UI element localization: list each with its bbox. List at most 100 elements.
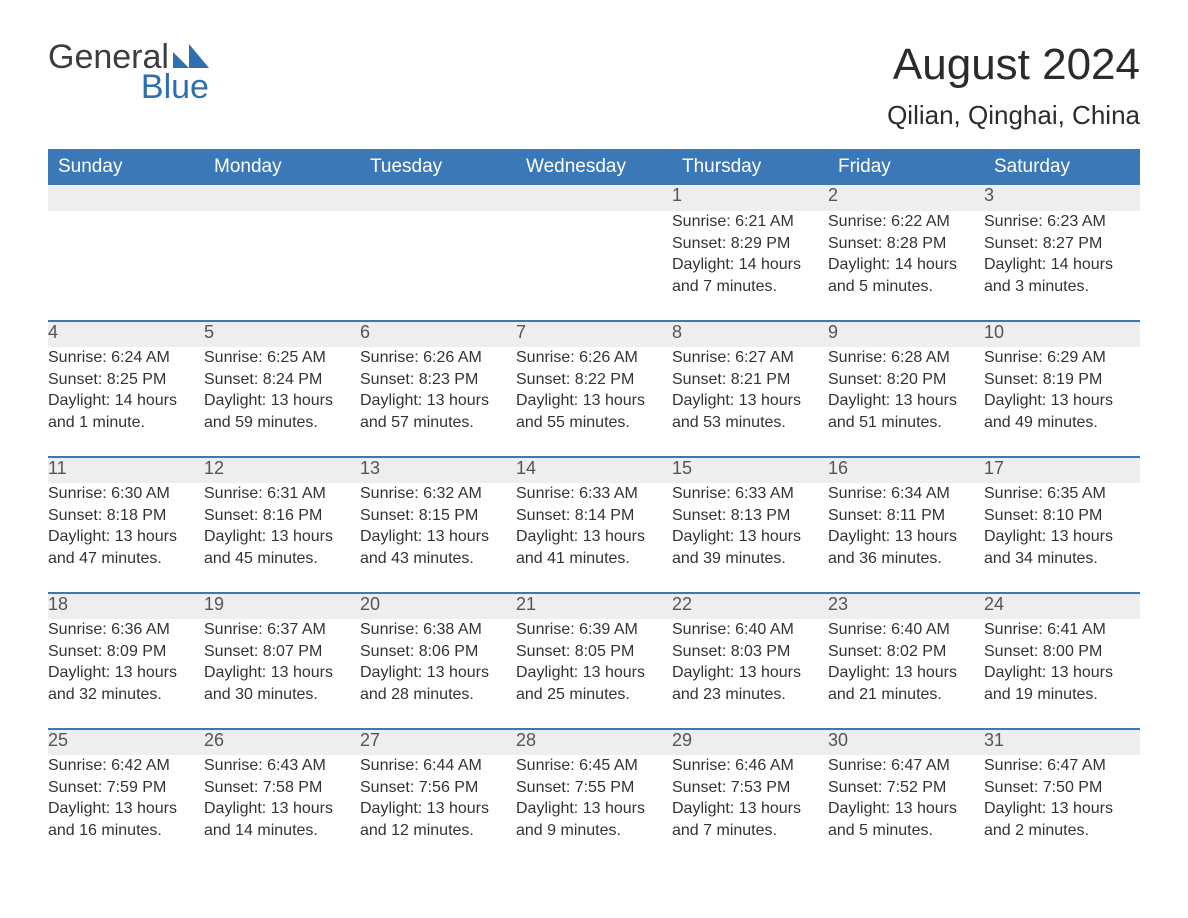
day-detail-cell: Sunrise: 6:22 AMSunset: 8:28 PMDaylight:… — [828, 211, 984, 321]
daylight-line: Daylight: 14 hours and 1 minute. — [48, 390, 204, 433]
day-detail-cell — [360, 211, 516, 321]
day-detail-cell: Sunrise: 6:33 AMSunset: 8:13 PMDaylight:… — [672, 483, 828, 593]
page-header: General Blue August 2024 Qilian, Qinghai… — [48, 40, 1140, 131]
day-detail-cell: Sunrise: 6:37 AMSunset: 8:07 PMDaylight:… — [204, 619, 360, 729]
day-number-cell: 19 — [204, 593, 360, 619]
day-detail-cell: Sunrise: 6:47 AMSunset: 7:52 PMDaylight:… — [828, 755, 984, 865]
sunrise-line: Sunrise: 6:36 AM — [48, 619, 204, 641]
sunset-line: Sunset: 7:52 PM — [828, 777, 984, 799]
daylight-line: Daylight: 13 hours and 23 minutes. — [672, 662, 828, 705]
daylight-line: Daylight: 13 hours and 34 minutes. — [984, 526, 1140, 569]
month-title: August 2024 — [887, 40, 1140, 90]
daylight-line: Daylight: 13 hours and 41 minutes. — [516, 526, 672, 569]
daylight-line: Daylight: 13 hours and 5 minutes. — [828, 798, 984, 841]
day-detail-cell: Sunrise: 6:39 AMSunset: 8:05 PMDaylight:… — [516, 619, 672, 729]
sunset-line: Sunset: 8:13 PM — [672, 505, 828, 527]
day-number-cell: 9 — [828, 321, 984, 347]
daylight-line: Daylight: 13 hours and 45 minutes. — [204, 526, 360, 569]
day-number-cell: 17 — [984, 457, 1140, 483]
sunset-line: Sunset: 8:09 PM — [48, 641, 204, 663]
sunset-line: Sunset: 7:55 PM — [516, 777, 672, 799]
day-detail-cell: Sunrise: 6:28 AMSunset: 8:20 PMDaylight:… — [828, 347, 984, 457]
day-detail-cell: Sunrise: 6:40 AMSunset: 8:03 PMDaylight:… — [672, 619, 828, 729]
daylight-line: Daylight: 14 hours and 7 minutes. — [672, 254, 828, 297]
day-detail-cell — [204, 211, 360, 321]
daylight-line: Daylight: 13 hours and 57 minutes. — [360, 390, 516, 433]
daylight-line: Daylight: 13 hours and 21 minutes. — [828, 662, 984, 705]
sunrise-line: Sunrise: 6:35 AM — [984, 483, 1140, 505]
sunrise-line: Sunrise: 6:40 AM — [828, 619, 984, 641]
day-number-cell: 3 — [984, 185, 1140, 211]
weekday-header: Saturday — [984, 149, 1140, 185]
day-number-cell: 21 — [516, 593, 672, 619]
weekday-header: Monday — [204, 149, 360, 185]
sunset-line: Sunset: 8:03 PM — [672, 641, 828, 663]
sunrise-line: Sunrise: 6:43 AM — [204, 755, 360, 777]
day-number-cell: 5 — [204, 321, 360, 347]
daylight-line: Daylight: 13 hours and 32 minutes. — [48, 662, 204, 705]
day-detail-cell: Sunrise: 6:30 AMSunset: 8:18 PMDaylight:… — [48, 483, 204, 593]
sunrise-line: Sunrise: 6:34 AM — [828, 483, 984, 505]
daylight-line: Daylight: 13 hours and 55 minutes. — [516, 390, 672, 433]
sunset-line: Sunset: 8:00 PM — [984, 641, 1140, 663]
sunrise-line: Sunrise: 6:24 AM — [48, 347, 204, 369]
day-number-cell: 18 — [48, 593, 204, 619]
daylight-line: Daylight: 13 hours and 2 minutes. — [984, 798, 1140, 841]
day-number-cell: 11 — [48, 457, 204, 483]
day-number-cell — [360, 185, 516, 211]
day-detail-cell: Sunrise: 6:44 AMSunset: 7:56 PMDaylight:… — [360, 755, 516, 865]
daylight-line: Daylight: 13 hours and 39 minutes. — [672, 526, 828, 569]
sunset-line: Sunset: 8:14 PM — [516, 505, 672, 527]
day-detail-cell — [516, 211, 672, 321]
daylight-line: Daylight: 13 hours and 16 minutes. — [48, 798, 204, 841]
daylight-line: Daylight: 13 hours and 14 minutes. — [204, 798, 360, 841]
day-number-cell: 2 — [828, 185, 984, 211]
daylight-line: Daylight: 13 hours and 19 minutes. — [984, 662, 1140, 705]
day-detail-cell: Sunrise: 6:25 AMSunset: 8:24 PMDaylight:… — [204, 347, 360, 457]
day-detail-cell: Sunrise: 6:33 AMSunset: 8:14 PMDaylight:… — [516, 483, 672, 593]
sunset-line: Sunset: 8:02 PM — [828, 641, 984, 663]
sunset-line: Sunset: 8:18 PM — [48, 505, 204, 527]
sunset-line: Sunset: 8:25 PM — [48, 369, 204, 391]
sunset-line: Sunset: 7:59 PM — [48, 777, 204, 799]
title-block: August 2024 Qilian, Qinghai, China — [887, 40, 1140, 131]
sunrise-line: Sunrise: 6:45 AM — [516, 755, 672, 777]
location-label: Qilian, Qinghai, China — [887, 100, 1140, 131]
day-number-cell: 16 — [828, 457, 984, 483]
daylight-line: Daylight: 13 hours and 53 minutes. — [672, 390, 828, 433]
sunrise-line: Sunrise: 6:21 AM — [672, 211, 828, 233]
day-number-cell: 15 — [672, 457, 828, 483]
sunrise-line: Sunrise: 6:22 AM — [828, 211, 984, 233]
sunrise-line: Sunrise: 6:47 AM — [828, 755, 984, 777]
sunrise-line: Sunrise: 6:44 AM — [360, 755, 516, 777]
day-detail-cell: Sunrise: 6:31 AMSunset: 8:16 PMDaylight:… — [204, 483, 360, 593]
sunrise-line: Sunrise: 6:39 AM — [516, 619, 672, 641]
day-detail-cell: Sunrise: 6:43 AMSunset: 7:58 PMDaylight:… — [204, 755, 360, 865]
day-detail-cell: Sunrise: 6:23 AMSunset: 8:27 PMDaylight:… — [984, 211, 1140, 321]
sunrise-line: Sunrise: 6:31 AM — [204, 483, 360, 505]
day-number-cell: 26 — [204, 729, 360, 755]
sunrise-line: Sunrise: 6:33 AM — [516, 483, 672, 505]
sunset-line: Sunset: 8:11 PM — [828, 505, 984, 527]
sunrise-line: Sunrise: 6:26 AM — [516, 347, 672, 369]
day-detail-cell: Sunrise: 6:40 AMSunset: 8:02 PMDaylight:… — [828, 619, 984, 729]
sunset-line: Sunset: 8:07 PM — [204, 641, 360, 663]
day-detail-cell: Sunrise: 6:46 AMSunset: 7:53 PMDaylight:… — [672, 755, 828, 865]
day-detail-cell: Sunrise: 6:34 AMSunset: 8:11 PMDaylight:… — [828, 483, 984, 593]
sunrise-line: Sunrise: 6:38 AM — [360, 619, 516, 641]
day-number-cell: 10 — [984, 321, 1140, 347]
daylight-line: Daylight: 13 hours and 36 minutes. — [828, 526, 984, 569]
sunrise-line: Sunrise: 6:37 AM — [204, 619, 360, 641]
sunset-line: Sunset: 8:15 PM — [360, 505, 516, 527]
sunrise-line: Sunrise: 6:29 AM — [984, 347, 1140, 369]
daylight-line: Daylight: 13 hours and 51 minutes. — [828, 390, 984, 433]
daylight-line: Daylight: 13 hours and 28 minutes. — [360, 662, 516, 705]
day-detail-cell: Sunrise: 6:38 AMSunset: 8:06 PMDaylight:… — [360, 619, 516, 729]
day-number-cell: 27 — [360, 729, 516, 755]
day-detail-cell: Sunrise: 6:36 AMSunset: 8:09 PMDaylight:… — [48, 619, 204, 729]
day-detail-cell: Sunrise: 6:47 AMSunset: 7:50 PMDaylight:… — [984, 755, 1140, 865]
day-detail-cell: Sunrise: 6:27 AMSunset: 8:21 PMDaylight:… — [672, 347, 828, 457]
brand-word-2: Blue — [48, 70, 209, 104]
day-detail-cell: Sunrise: 6:29 AMSunset: 8:19 PMDaylight:… — [984, 347, 1140, 457]
sunset-line: Sunset: 8:27 PM — [984, 233, 1140, 255]
